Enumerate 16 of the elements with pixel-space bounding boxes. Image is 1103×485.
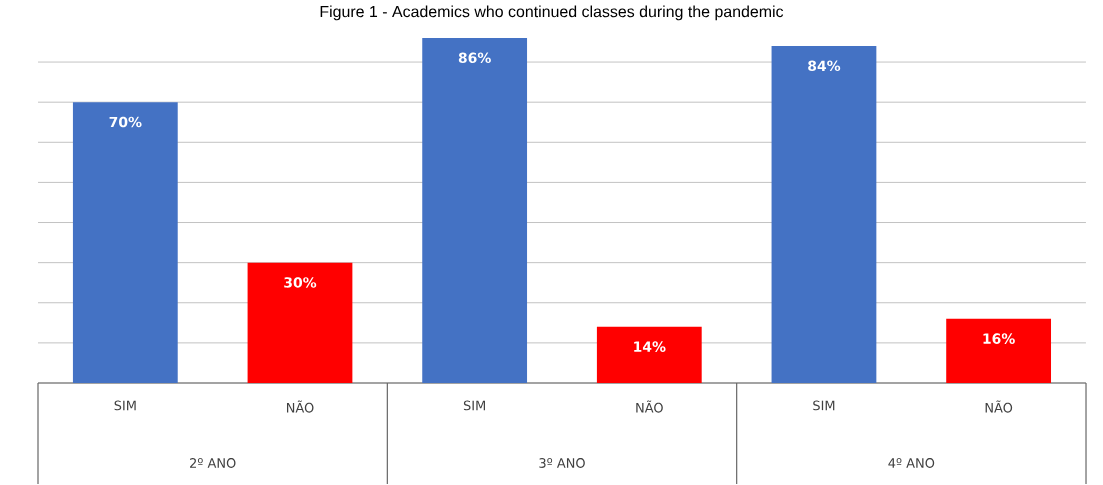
data-label: 16% (983, 333, 1015, 345)
x-tick-label: SIM (813, 400, 835, 411)
data-label: 70% (109, 116, 142, 128)
chart-title: Figure 1 - Academics who continued classes during the pandemic (320, 5, 784, 21)
x-tick-label: NÃO (636, 400, 663, 413)
data-label: 30% (284, 277, 317, 288)
data-label: 86% (458, 52, 491, 64)
text: 2º ANO (190, 458, 236, 469)
x-tick-label: SIM (463, 400, 485, 411)
x-tick-label: SIM (114, 400, 136, 411)
data-label: 84% (808, 60, 841, 72)
data-label: 14% (634, 341, 666, 353)
text: 3º ANO (539, 458, 585, 469)
x-tick-label: NÃO (985, 400, 1013, 413)
text: 4º ANO (888, 458, 935, 469)
x-tick-label: NÃO (286, 400, 314, 413)
